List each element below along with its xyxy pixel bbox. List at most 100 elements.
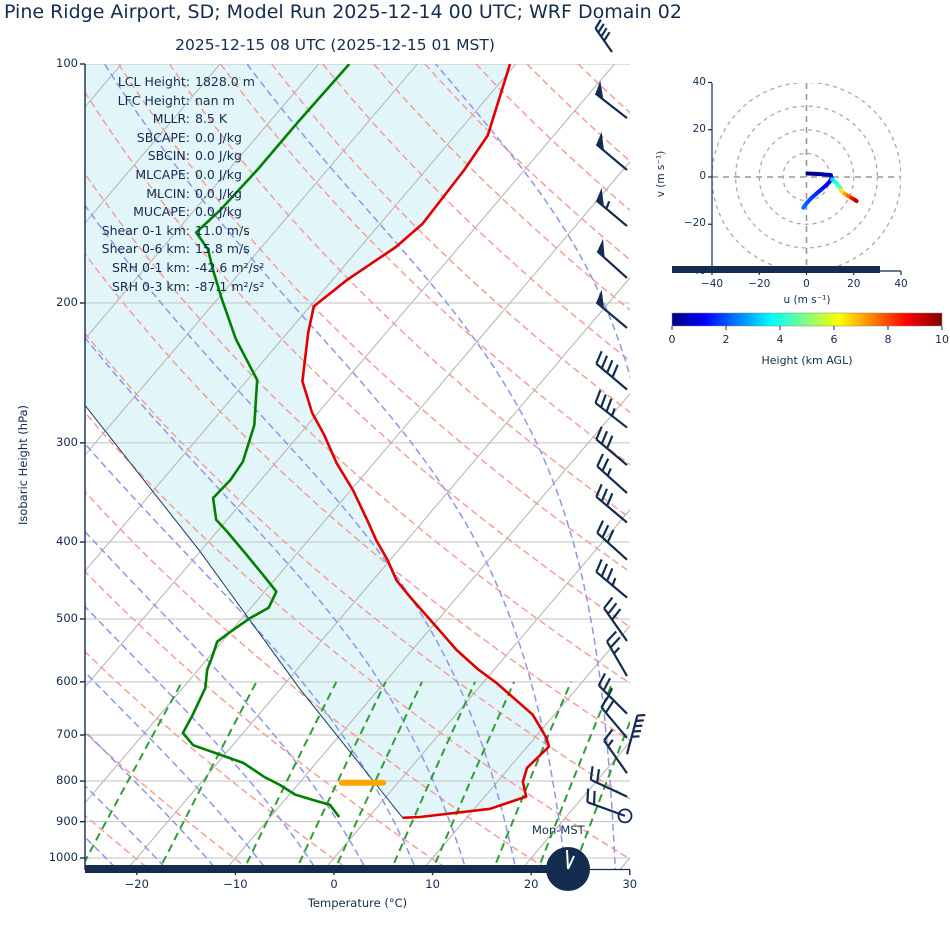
dry-adiabat-line: [85, 411, 630, 860]
wind-barb: [595, 483, 628, 524]
wind-barb: [595, 558, 628, 599]
pressure-tick-label: 800: [56, 773, 78, 788]
wind-barb: [596, 238, 628, 279]
stat-value: 11.0 m/s: [195, 222, 250, 238]
barb-half-tick: [610, 408, 616, 417]
clock-minute-hand: [566, 849, 569, 870]
hodograph-v-tick-label: 0: [699, 170, 706, 182]
stat-value: 1828.0 m: [195, 74, 255, 89]
isotherm-line: [224, 392, 630, 870]
moist-adiabat-line: [85, 671, 268, 870]
barb-half-tick: [607, 739, 614, 747]
stat-value: 0.0 J/kg: [195, 204, 242, 220]
barb-full-tick: [603, 596, 614, 609]
stat-row: LFC Height: nan m: [85, 92, 264, 111]
barb-full-tick: [592, 790, 596, 805]
barb-full-tick: [596, 520, 604, 534]
barb-full-tick: [607, 602, 618, 615]
barb-full-tick: [605, 398, 613, 412]
moist-adiabat-line: [435, 64, 630, 379]
barb-full-tick: [596, 769, 601, 783]
mixing-ratio-line: [431, 681, 516, 870]
isotherm-line: [85, 64, 615, 688]
hodograph-ground-bar: [672, 266, 880, 273]
stat-row: SRH 0-1 km: -42.6 m²/s²: [85, 259, 264, 278]
dry-adiabat-line: [168, 64, 630, 519]
barb-full-tick: [597, 672, 607, 686]
wind-barb: [596, 520, 628, 561]
barb-half-tick: [611, 577, 617, 586]
barb-full-tick: [600, 563, 609, 577]
mixing-ratio-line: [333, 681, 423, 870]
wind-barb: [603, 729, 628, 774]
stat-value: -87.1 m²/s²: [195, 278, 265, 294]
pressure-tick-label: 600: [56, 673, 78, 688]
page-title: Pine Ridge Airport, SD; Model Run 2025-1…: [4, 1, 682, 23]
dry-adiabat-line: [85, 252, 630, 742]
barb-full-tick: [600, 355, 609, 369]
mixing-ratio-line: [242, 681, 338, 870]
hodograph-trace-segment: [852, 197, 859, 204]
stat-label: Shear 0-1 km:: [101, 222, 190, 238]
wind-barb: [595, 187, 628, 227]
dry-adiabat-line: [424, 64, 630, 261]
barb-full-tick: [589, 766, 594, 780]
wind-barb: [597, 672, 628, 715]
stat-row: MUCAPE: 0.0 J/kg: [85, 203, 264, 222]
isotherm-line: [323, 508, 630, 870]
colorbar-tick-label: 6: [830, 333, 838, 346]
moist-adiabat-line: [103, 64, 567, 870]
barb-full-tick: [606, 567, 614, 582]
barb-half-tick: [607, 687, 614, 696]
temperature-tick-label: 10: [425, 877, 440, 891]
wind-barb: [589, 766, 628, 798]
barb-flag: [596, 289, 605, 309]
barb-half-tick: [606, 467, 612, 477]
stat-label: LFC Height:: [117, 92, 190, 108]
barb-full-tick: [600, 430, 609, 445]
stat-row: LCL Height: 1828.0 m: [85, 73, 264, 92]
stat-row: SBCAPE: 0.0 J/kg: [85, 129, 264, 148]
moist-adiabat-line: [246, 64, 617, 870]
stat-label: Shear 0-6 km:: [101, 241, 190, 257]
pressure-axis-label: Isobaric Height (hPa): [16, 404, 30, 526]
stat-label: MLCAPE:: [135, 166, 190, 182]
mixing-ratio-line: [492, 681, 572, 870]
stat-value: 15.8 m/s: [195, 241, 250, 257]
wind-barb: [586, 788, 633, 824]
barb-full-tick: [611, 364, 619, 378]
pressure-tick-label: 500: [56, 610, 78, 625]
dry-adiabat-line: [85, 490, 550, 870]
stat-row: MLLR: 8.5 K: [85, 110, 264, 129]
wind-barb: [594, 389, 628, 429]
stat-label: SBCIN:: [147, 148, 190, 164]
wind-barb: [594, 80, 628, 120]
barb-full-tick: [611, 608, 622, 621]
colorbar-tick-label: 8: [884, 333, 892, 346]
barb-full-tick: [586, 788, 590, 803]
colorbar-label: Height (km AGL): [761, 354, 853, 367]
barb-full-tick: [602, 677, 612, 691]
dry-adiabat-line: [85, 90, 630, 628]
barb-full-tick: [609, 636, 621, 649]
colorbar-tick-label: 10: [935, 333, 949, 346]
hodograph-u-tick-label: 0: [803, 278, 810, 290]
hodograph-u-tick-label: 40: [894, 278, 908, 290]
barb-full-tick: [600, 488, 609, 502]
stat-label: SRH 0-3 km:: [111, 278, 190, 294]
pressure-tick-label: 100: [56, 56, 78, 70]
barb-full-tick: [600, 695, 610, 708]
stat-label: SBCAPE:: [136, 129, 190, 145]
wind-barb: [595, 426, 628, 466]
mixing-ratio-line: [536, 681, 614, 870]
wind-barb: [625, 713, 646, 755]
barb-full-tick: [595, 350, 603, 365]
barb-flag: [596, 131, 605, 151]
stat-label: SRH 0-1 km:: [111, 259, 190, 275]
barb-full-tick: [603, 31, 611, 42]
stat-label: MLLR:: [152, 111, 190, 127]
temperature-tick-label: −20: [124, 877, 149, 891]
colorbar-tick-label: 0: [668, 333, 676, 346]
stat-label: LCL Height:: [117, 74, 190, 89]
hodograph-trace-segment: [801, 203, 807, 210]
